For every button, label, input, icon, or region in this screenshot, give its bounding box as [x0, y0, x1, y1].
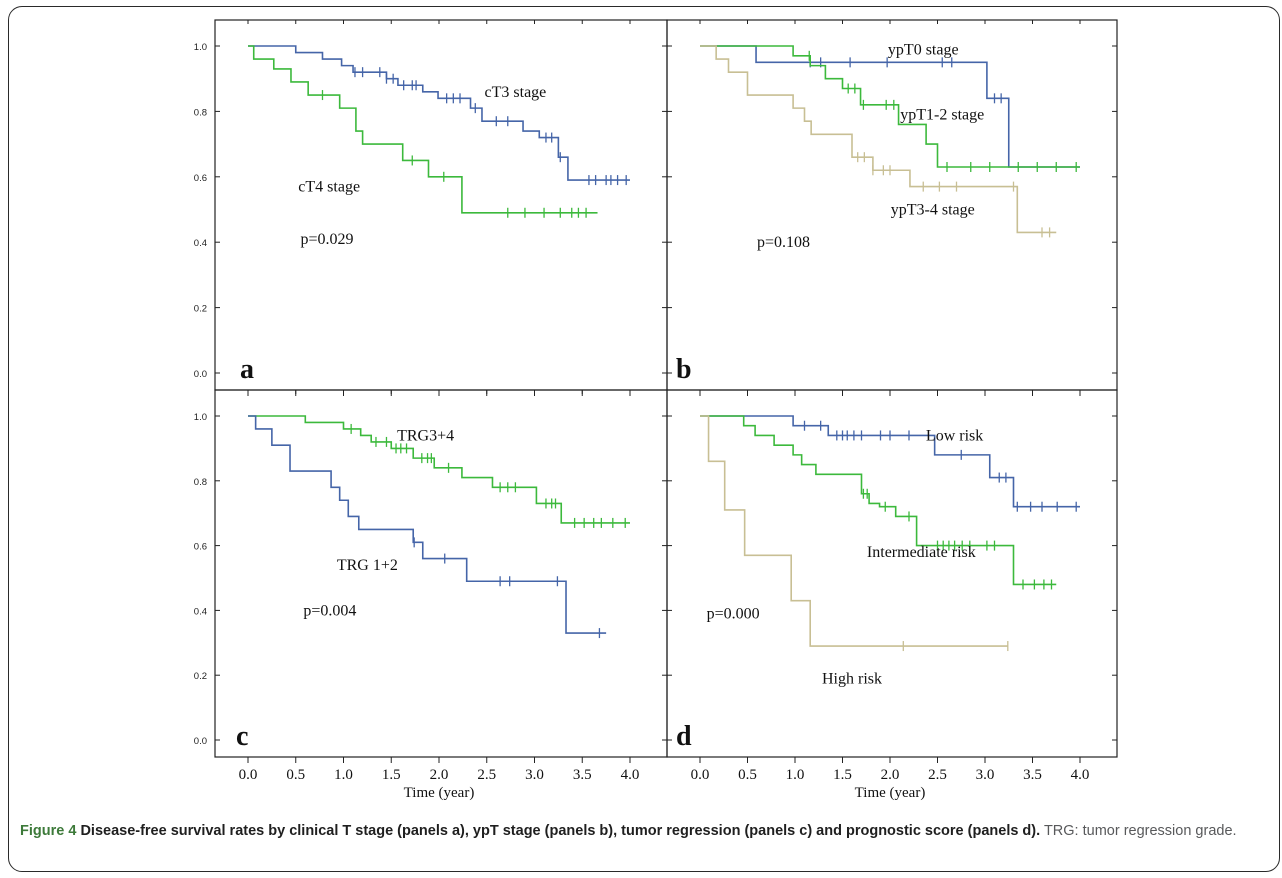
x-axis-label: Time (year) [855, 785, 926, 801]
series-label: ypT1-2 stage [900, 107, 984, 124]
figure-caption: Figure 4 Disease-free survival rates by … [20, 820, 1260, 843]
panel-letter: d [676, 721, 692, 752]
x-tick-label: 3.5 [1023, 767, 1042, 783]
series-line-intermediate-risk [700, 415, 1057, 586]
x-tick-label: 3.0 [525, 767, 544, 783]
series-label: Low risk [926, 427, 983, 444]
x-tick-label: 3.5 [573, 767, 592, 783]
y-tick-label: 1.0 [194, 42, 207, 53]
series-label: Intermediate risk [867, 544, 976, 561]
series-line-ypt1-2-stage [700, 45, 1080, 168]
x-axis-label: Time (year) [404, 785, 475, 801]
x-tick-label: 0.5 [738, 767, 757, 783]
y-tick-label: 1.0 [194, 412, 207, 423]
x-tick-label: 2.5 [477, 767, 496, 783]
caption-label: Figure 4 [20, 823, 77, 839]
series-line-high-risk [700, 415, 1008, 647]
panel-letter: b [676, 354, 692, 385]
y-tick-label: 0.2 [194, 304, 207, 315]
x-tick-label: 4.0 [621, 767, 640, 783]
x-tick-label: 1.0 [786, 767, 805, 783]
p-value: p=0.004 [303, 602, 356, 619]
x-tick-label: 0.5 [286, 767, 305, 783]
series-label: TRG3+4 [397, 427, 454, 444]
series-line-ct4-stage [248, 45, 598, 214]
y-tick-label: 0.8 [194, 107, 207, 118]
y-tick-label: 0.8 [194, 477, 207, 488]
panel-a-frame [214, 19, 668, 391]
series-label: ypT0 stage [888, 41, 959, 58]
series-label: cT3 stage [485, 84, 547, 101]
series-line-trg3-4 [248, 415, 630, 524]
plot-area: 0.0 0.2 0.4 0.6 0.8 1.0 cT3 stage cT4 stage p=0.… [194, 19, 1118, 801]
panel-d-frame [666, 389, 1118, 758]
series-line-ct3-stage [248, 45, 630, 181]
y-tick-label: 0.0 [194, 736, 207, 747]
panel-letter: c [236, 721, 248, 752]
x-tick-label: 0.0 [691, 767, 710, 783]
p-value: p=0.108 [757, 234, 810, 251]
x-tick-label: 2.5 [928, 767, 947, 783]
series-line-trg-1-2 [248, 415, 607, 634]
x-tick-label: 1.0 [334, 767, 353, 783]
x-tick-label: 2.0 [430, 767, 449, 783]
x-tick-label: 4.0 [1071, 767, 1090, 783]
panel-letter: a [240, 354, 254, 385]
y-tick-label: 0.6 [194, 542, 207, 553]
y-tick-label: 0.2 [194, 671, 207, 682]
x-tick-label: 3.0 [976, 767, 995, 783]
x-tick-label: 2.0 [881, 767, 900, 783]
p-value: p=0.029 [301, 231, 354, 248]
y-tick-label: 0.4 [194, 606, 207, 617]
series-line-ypt3-4-stage [700, 45, 1057, 234]
y-tick-label: 0.0 [194, 369, 207, 380]
figure-frame [8, 6, 1280, 872]
series-label: TRG 1+2 [337, 557, 398, 574]
series-label: High risk [822, 670, 882, 687]
x-tick-label: 0.0 [239, 767, 258, 783]
caption-note: TRG: tumor regression grade. [1043, 823, 1237, 839]
y-tick-label: 0.6 [194, 173, 207, 184]
series-label: cT4 stage [298, 179, 360, 196]
y-tick-label: 0.4 [194, 238, 207, 249]
x-tick-label: 1.5 [382, 767, 401, 783]
caption-title: Disease-free survival rates by clinical … [80, 823, 1041, 839]
series-line-low-risk [700, 415, 1080, 508]
series-label: ypT3-4 stage [891, 202, 975, 219]
x-tick-label: 1.5 [833, 767, 852, 783]
series-line-ypt0-stage [700, 45, 1080, 168]
p-value: p=0.000 [707, 606, 760, 623]
